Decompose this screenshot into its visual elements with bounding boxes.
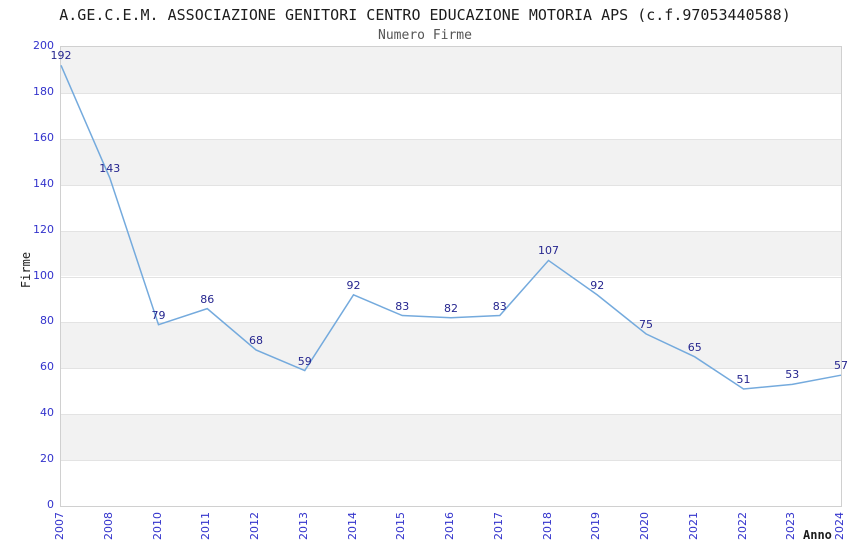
x-tick-label: 2017 [491,512,505,540]
band [61,138,841,185]
point-value-label: 51 [736,372,751,386]
point-value-label: 92 [346,278,361,292]
point-value-label: 86 [200,292,215,306]
x-tick-label: 2015 [394,512,408,540]
plot-area: 192 143 79 86 68 59 92 83 82 83 107 92 75 65 51 53 57 [51,46,848,507]
point-value-label: 192 [50,49,72,63]
point-value-label: 68 [249,333,263,347]
gridline [61,230,841,232]
gridline [61,184,841,186]
x-tick-label: 2013 [296,512,310,540]
band [61,92,841,139]
chart-subtitle: Numero Firme [378,28,472,43]
y-tick-label: 160 [33,130,54,144]
gridline [61,276,841,278]
y-tick-label: 140 [33,176,54,190]
point-value-label: 83 [492,299,507,313]
band [61,47,841,93]
y-tick-label: 120 [33,222,54,236]
x-tick-label: 2007 [53,512,66,540]
x-tick-label: 2020 [638,512,651,540]
point-value-label: 75 [639,317,653,331]
y-tick-label: 0 [47,498,54,511]
gridline [61,460,841,462]
band [61,460,841,506]
point-value-label: 92 [590,278,605,292]
band [61,184,841,231]
gridline [61,138,841,140]
point-value-label: 83 [395,299,410,313]
gridline [61,92,841,94]
y-tick-label: 60 [40,360,54,374]
band [61,414,841,461]
gridline [61,322,841,324]
point-value-label: 57 [834,359,848,373]
point-value-label: 143 [99,161,121,175]
x-tick-label: 2010 [150,512,164,540]
chart-title: A.GE.C.E.M. ASSOCIAZIONE GENITORI CENTRO… [59,6,791,24]
line-series [60,65,842,390]
gridline [61,414,841,416]
point-value-label: 59 [297,354,312,368]
y-tick-label: 40 [40,406,54,420]
x-tick-label: 2019 [589,512,603,540]
x-tick-label: 2018 [540,512,554,540]
gridline [61,368,841,370]
x-tick-label: 2014 [345,512,359,540]
band [61,230,841,277]
point-value-label: 79 [151,308,166,322]
point-value-label: 65 [687,340,702,354]
x-tick-label: 2012 [248,512,261,540]
y-tick-label: 200 [33,39,54,52]
y-tick-label: 20 [40,452,54,466]
x-tick-label: 2021 [686,512,700,540]
y-tick-label: 100 [33,268,54,282]
y-tick-label: 180 [33,84,54,98]
x-tick-label: 2008 [101,512,115,540]
x-tick-label: 2011 [199,512,213,540]
band [61,322,841,369]
y-axis-title: Firme [19,251,33,289]
band [61,368,841,415]
x-tick-label: 2023 [784,512,798,540]
firme-line [60,65,842,390]
x-axis-title: Anno [803,528,832,542]
point-value-label: 107 [538,244,559,258]
x-tick-label: 2016 [443,512,456,540]
x-tick-label: 2024 [833,512,846,540]
x-tick-label: 2022 [735,512,749,540]
y-tick-label: 80 [40,314,54,328]
point-value-label: 53 [785,368,800,382]
point-value-label: 82 [444,301,458,315]
